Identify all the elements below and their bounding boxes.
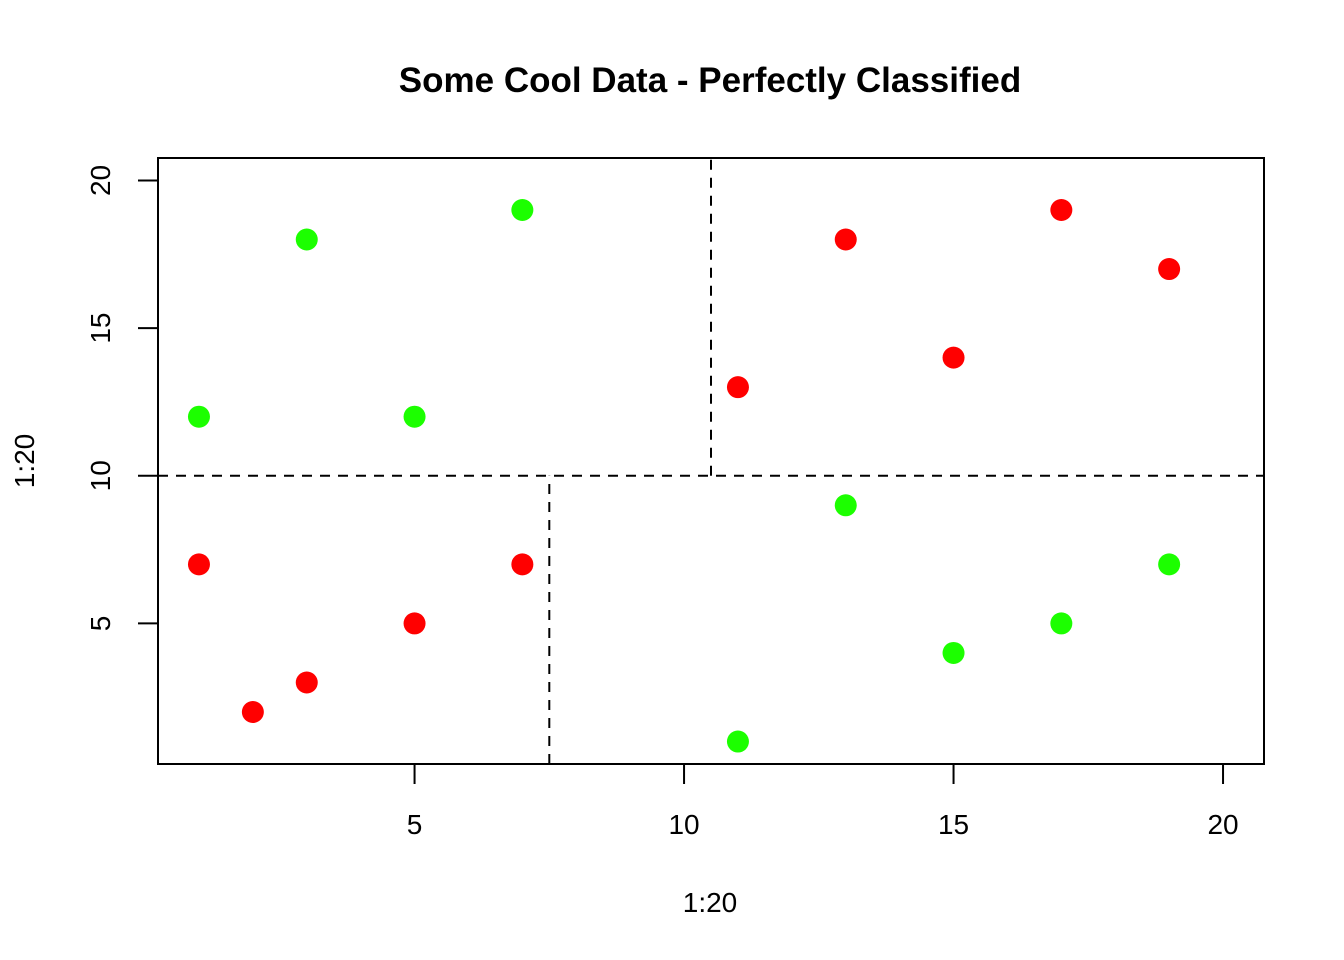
x-tick-label: 15 [938,809,969,840]
y-axis: 5 10 15 20 [85,165,159,632]
x-axis-label: 1:20 [683,887,738,918]
green-point [187,405,210,428]
green-point [511,198,534,221]
y-tick-label: 5 [85,616,116,632]
green-point [1158,553,1181,576]
red-point [511,553,534,576]
y-tick-label: 20 [85,165,116,196]
red-point [295,671,318,694]
red-point [942,346,965,369]
green-point [726,730,749,753]
green-point [295,228,318,251]
red-point [241,701,264,724]
green-point [1050,612,1073,635]
red-point [1050,198,1073,221]
green-point [834,494,857,517]
x-tick-label: 20 [1207,809,1238,840]
red-point [726,376,749,399]
y-tick-label: 15 [85,313,116,344]
y-tick-label: 10 [85,460,116,491]
red-point [1158,258,1181,281]
y-axis-label: 1:20 [9,434,40,489]
x-tick-label: 5 [407,809,423,840]
chart-title: Some Cool Data - Perfectly Classified [399,61,1021,100]
data-points [187,198,1181,753]
green-point [942,641,965,664]
decision-boundaries [158,158,1264,764]
x-tick-label: 10 [668,809,699,840]
red-point [187,553,210,576]
red-point [403,612,426,635]
green-point [403,405,426,428]
plot-frame [157,157,1265,765]
red-point [834,228,857,251]
x-axis: 5 10 15 20 [407,763,1239,840]
